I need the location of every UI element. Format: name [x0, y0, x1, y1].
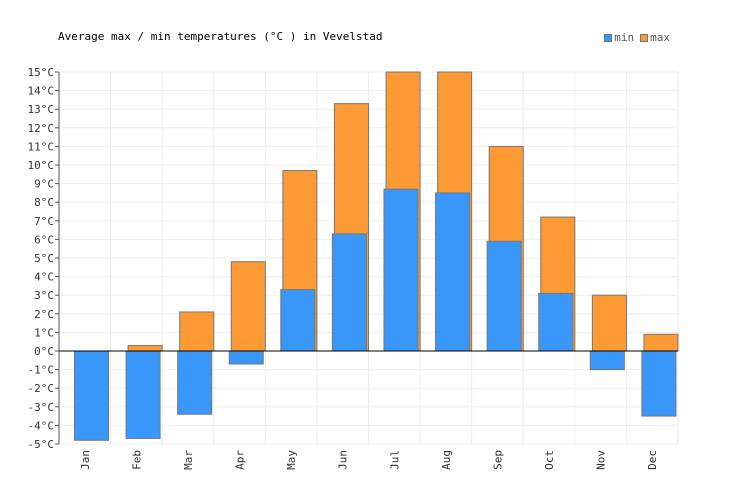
x-tick-label: Jul — [388, 450, 401, 470]
x-tick-label: Dec — [646, 450, 659, 470]
y-tick-label: -1°C — [28, 364, 55, 377]
legend-label-min: min — [614, 31, 635, 44]
legend-item-min: min — [604, 31, 634, 44]
x-tick-label: Oct — [543, 450, 556, 470]
bar-min-dec — [641, 350, 677, 417]
x-tick-label: Apr — [234, 450, 247, 470]
y-tick-label: 13°C — [28, 103, 55, 116]
y-tick-label: 14°C — [28, 85, 55, 98]
bar-min-may — [280, 289, 316, 352]
x-tick-label: Mar — [182, 450, 195, 470]
bar-max-mar — [179, 311, 215, 352]
y-tick-label: 5°C — [34, 252, 54, 265]
legend-swatch-max — [640, 33, 649, 42]
bar-min-jun — [331, 233, 367, 352]
bar-min-sep — [486, 240, 522, 352]
y-tick-label: 7°C — [34, 215, 54, 228]
y-tick-label: -4°C — [28, 419, 55, 432]
y-tick-label: 6°C — [34, 233, 54, 246]
bar-max-feb — [127, 344, 163, 352]
x-tick-label: Feb — [130, 450, 143, 470]
bar-max-nov — [591, 294, 627, 352]
y-tick-label: 8°C — [34, 196, 54, 209]
bar-min-feb — [125, 350, 161, 439]
y-tick-label: 10°C — [28, 159, 55, 172]
x-tick-label: May — [285, 450, 298, 470]
bar-max-dec — [643, 333, 679, 352]
x-tick-label: Nov — [595, 450, 608, 470]
x-tick-label: Jan — [79, 450, 92, 470]
y-tick-label: 2°C — [34, 308, 54, 321]
y-tick-label: 12°C — [28, 122, 55, 135]
legend-swatch-min — [604, 33, 613, 42]
y-tick-label: 4°C — [34, 271, 54, 284]
legend-item-max: max — [640, 31, 670, 44]
x-tick-label: Jun — [337, 450, 350, 470]
x-tick-label: Sep — [491, 450, 504, 470]
x-tick-label: Aug — [440, 450, 453, 470]
bar-min-oct — [538, 292, 574, 352]
bar-min-aug — [435, 192, 471, 352]
bar-min-jan — [73, 350, 110, 441]
bar-min-nov — [589, 350, 625, 371]
y-tick-label: -2°C — [28, 382, 55, 395]
y-tick-label: 15°C — [28, 66, 55, 79]
y-tick-label: 9°C — [34, 178, 54, 191]
bar-min-jul — [383, 188, 419, 352]
bar-min-mar — [177, 350, 213, 415]
legend: min max — [604, 31, 670, 44]
y-tick-label: 3°C — [34, 289, 54, 302]
chart-title: Average max / min temperatures (°C ) in … — [58, 30, 383, 43]
y-tick-label: -3°C — [28, 401, 55, 414]
bar-max-apr — [230, 261, 266, 352]
y-tick-label: 11°C — [28, 140, 55, 153]
legend-label-max: max — [650, 31, 670, 44]
y-tick-label: -5°C — [28, 438, 55, 451]
y-tick-label: 1°C — [34, 326, 54, 339]
y-tick-label: 0°C — [34, 345, 54, 358]
bar-min-apr — [228, 350, 264, 365]
